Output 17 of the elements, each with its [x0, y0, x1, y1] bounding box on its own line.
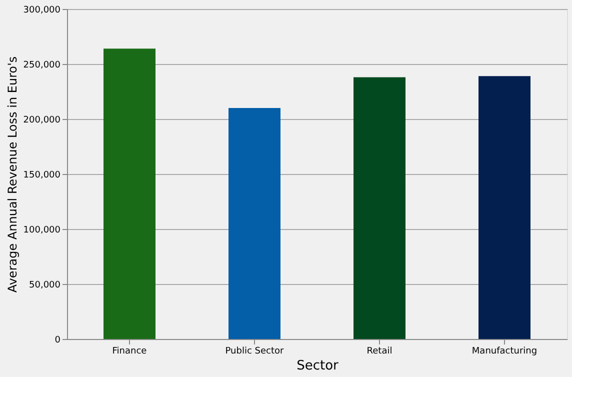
y-axis-title: Average Annual Revenue Loss in Euro's [5, 56, 20, 293]
y-tick-label: 250,000 [23, 60, 61, 70]
x-tick-label: Retail [366, 346, 392, 356]
y-tick-label: 300,000 [23, 6, 61, 16]
bar [478, 76, 530, 339]
y-tick-label: 150,000 [23, 170, 61, 180]
x-tick-label: Manufacturing [472, 346, 538, 356]
x-tick-label: Public Sector [225, 346, 284, 356]
y-tick-label: 100,000 [23, 226, 61, 236]
y-tick-label: 0 [54, 336, 61, 346]
bar [354, 77, 406, 339]
bar [104, 48, 156, 339]
y-tick-label: 50,000 [29, 280, 61, 290]
y-tick-label: 200,000 [23, 116, 61, 126]
x-axis-title: Sector [296, 358, 340, 374]
x-tick-label: Finance [112, 346, 148, 356]
bar [228, 108, 280, 339]
